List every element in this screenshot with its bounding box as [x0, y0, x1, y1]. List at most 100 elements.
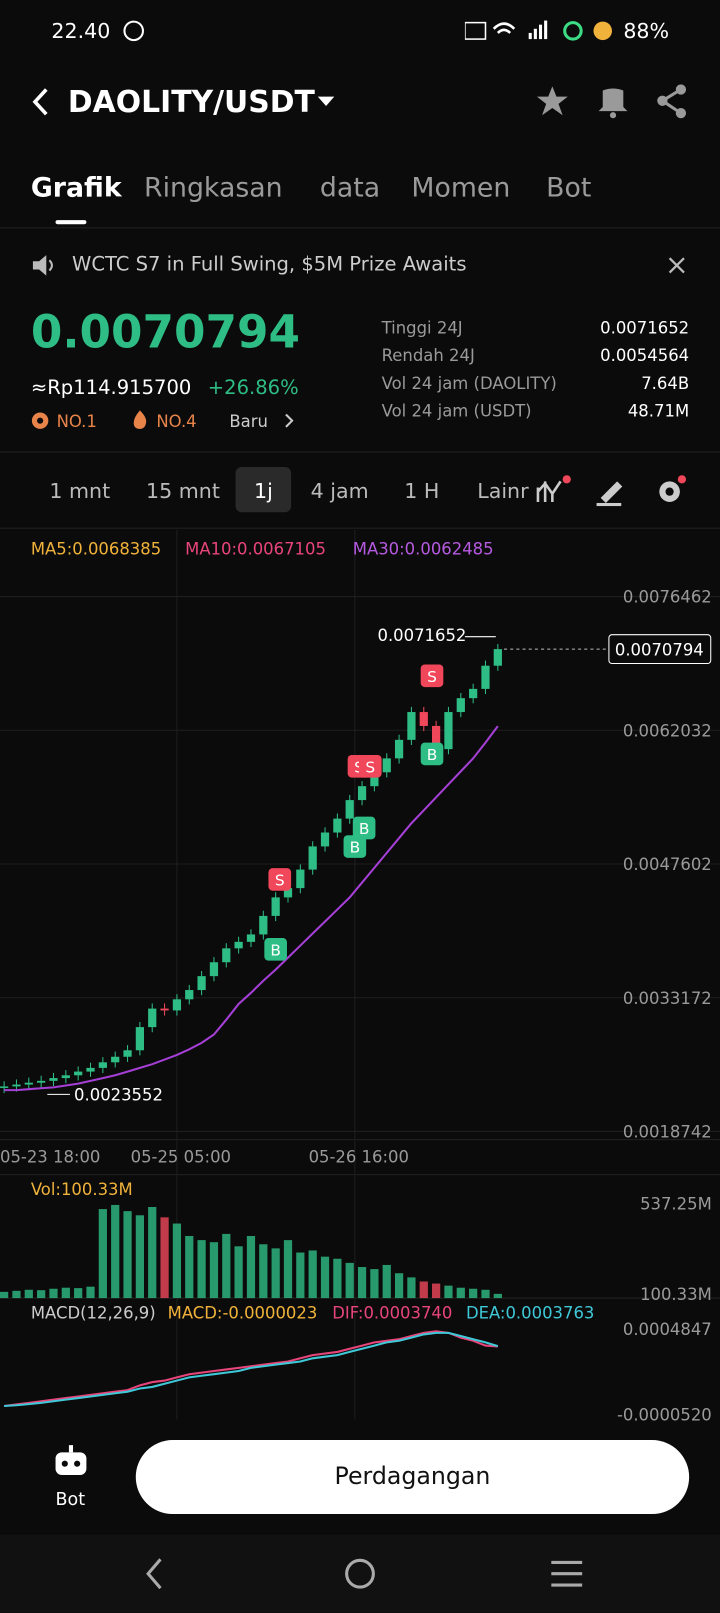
candle-body [431, 725, 441, 750]
volume-legend: Vol:100.33M [31, 1180, 133, 1199]
volume-bar [296, 1252, 305, 1299]
y-tick-label: 0.0062032 [623, 721, 712, 740]
macd-legend: MACD(12,26,9) [31, 1304, 156, 1323]
volume-bar [394, 1273, 404, 1299]
tab[interactable]: data [319, 172, 381, 204]
volume-bar [345, 1262, 354, 1299]
trade-marker-label: S [365, 758, 375, 776]
macd-legend: DEA:0.0003763 [466, 1304, 594, 1323]
candle-body [481, 665, 490, 689]
candle-body [444, 712, 453, 750]
last-price-box [608, 634, 712, 665]
pair-title[interactable]: DAOLITY/USDT [67, 84, 315, 120]
volume-bar [234, 1246, 243, 1299]
new-badge[interactable]: Baru [229, 411, 268, 431]
tab[interactable]: Momen [411, 172, 511, 204]
interval[interactable]: 1 mnt [49, 478, 111, 503]
candle-body [0, 1086, 9, 1088]
volume-bar [209, 1242, 219, 1299]
candle-body [172, 999, 182, 1011]
volume-bar [74, 1288, 83, 1299]
volume-bar [333, 1258, 342, 1299]
banner-close[interactable] [667, 255, 688, 276]
tab-active[interactable]: Grafik [30, 172, 122, 204]
trade-button[interactable]: Perdagangan [135, 1439, 690, 1515]
trade-marker [268, 868, 292, 891]
fiat-price: ≈Rp114.915700 [30, 376, 192, 400]
interval[interactable]: 15 mnt [146, 478, 220, 503]
candle-body [61, 1075, 70, 1079]
volume-bar [493, 1293, 502, 1299]
trade-marker [420, 664, 444, 688]
interval[interactable]: 4 jam [310, 478, 369, 503]
interval-active-bg [235, 466, 292, 513]
volume-bar [49, 1288, 58, 1299]
candle-body [382, 758, 391, 773]
volume-bar [283, 1240, 293, 1299]
volume-tick-label: 100.33M [640, 1285, 712, 1304]
low-label: 0.0023552 [74, 1086, 163, 1105]
candle-body [148, 1008, 157, 1028]
bot-icon[interactable] [53, 1444, 88, 1477]
interval[interactable]: 1 H [404, 478, 440, 503]
nav-buttons[interactable] [134, 1553, 587, 1594]
interval-active[interactable]: 1j [254, 478, 273, 503]
volume-bar [469, 1288, 478, 1299]
price-change: +26.86% [207, 376, 299, 400]
volume-bar [419, 1281, 428, 1299]
y-tick-label: 0.0033172 [623, 989, 712, 1008]
candle-body [320, 832, 330, 847]
volume-bar [481, 1289, 490, 1299]
header-actions[interactable] [535, 84, 689, 119]
tab[interactable]: Ringkasan [143, 172, 283, 204]
volume-bar [61, 1287, 70, 1299]
stat-label: Rendah 24J [381, 345, 475, 366]
trade-marker-label: B [350, 839, 361, 857]
volume-bar [172, 1223, 182, 1299]
divider [0, 227, 720, 229]
volume-bar [98, 1209, 107, 1299]
trade-marker-label: S [275, 872, 285, 890]
candle-body [24, 1082, 33, 1085]
candle-body [259, 915, 268, 935]
candle-body [123, 1050, 132, 1057]
chevron [285, 413, 294, 428]
interval[interactable]: Lainnya [477, 478, 528, 503]
candle-body [111, 1056, 120, 1063]
banner-text[interactable]: WCTC S7 in Full Swing, $5M Prize Awaits [71, 253, 467, 276]
volume-bar [123, 1211, 132, 1299]
chart-tools[interactable] [535, 473, 700, 508]
back-button[interactable] [29, 86, 54, 117]
volume-bar [271, 1248, 280, 1299]
volume-bar [160, 1217, 169, 1299]
volume-bar [246, 1235, 256, 1299]
stat-value: 48.71M [627, 401, 690, 421]
stat-value: 7.64B [641, 373, 690, 393]
stat-label: Tinggi 24J [381, 317, 463, 338]
stat-label: Vol 24 jam (DAOLITY) [381, 373, 557, 393]
candle-body [271, 897, 280, 916]
candle-body [74, 1071, 83, 1076]
pair-dropdown[interactable] [317, 95, 336, 109]
volume-bar [370, 1269, 379, 1299]
hot-badge[interactable]: NO.4 [156, 411, 197, 431]
trade-marker-label: S [427, 668, 437, 686]
x-tick-label: 05-25 05:00 [131, 1147, 231, 1166]
bot-label[interactable]: Bot [55, 1489, 86, 1510]
candle-body [135, 1027, 144, 1051]
ma-legend: MA5:0.0068385 [31, 539, 161, 558]
trade-marker-label: B [359, 820, 370, 838]
tab[interactable]: Bot [546, 172, 592, 204]
tab-indicator [55, 220, 87, 225]
stat-label: Vol 24 jam (USDT) [381, 401, 532, 421]
last-price-label: 0.0070794 [615, 640, 704, 659]
candle-body [234, 941, 243, 949]
stat-value: 0.0071652 [600, 317, 690, 338]
candle-body [37, 1080, 46, 1083]
rank-badge[interactable]: NO.1 [56, 411, 97, 431]
candle-body [308, 846, 317, 870]
candle-body [296, 869, 305, 889]
status-time: 22.40 [51, 18, 111, 44]
